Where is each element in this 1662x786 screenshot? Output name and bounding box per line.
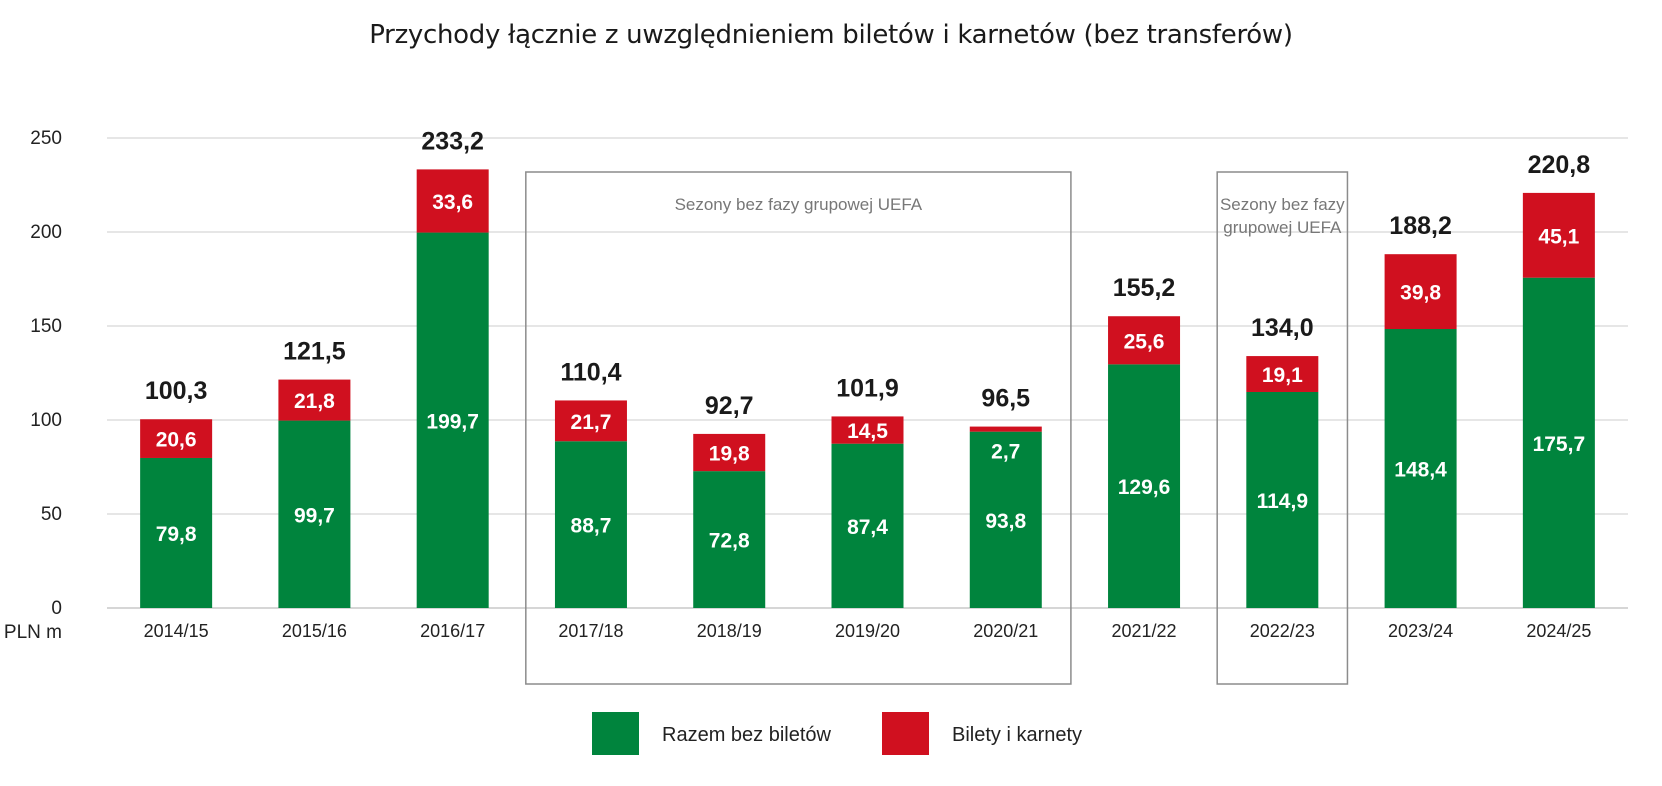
legend: Razem bez biletów Bilety i karnety bbox=[592, 712, 1082, 755]
y-axis-unit-label: PLN m bbox=[4, 622, 62, 643]
data-label-bilety-i-karnety: 45,1 bbox=[1538, 225, 1579, 248]
annotation-text: Sezony bez fazy grupowej UEFA bbox=[675, 195, 923, 214]
bar-razem-bez-biletow bbox=[1246, 391, 1319, 608]
y-tick-label: 150 bbox=[30, 316, 62, 337]
data-label-razem-bez-biletow: 148,4 bbox=[1394, 459, 1447, 482]
bar-razem-bez-biletow bbox=[554, 441, 627, 608]
x-tick-label: 2022/23 bbox=[1250, 621, 1315, 641]
chart-title: Przychody łącznie z uwzględnieniem bilet… bbox=[369, 20, 1293, 50]
y-tick-label: 250 bbox=[30, 128, 62, 149]
bar-razem-bez-biletow bbox=[278, 420, 351, 608]
bar-bilety-i-karnety bbox=[831, 416, 904, 444]
annotation-boxes: Sezony bez fazy grupowej UEFA Sezony bez … bbox=[525, 171, 1349, 685]
bar-bilety-i-karnety bbox=[1522, 192, 1595, 278]
x-tick-label: 2019/20 bbox=[835, 621, 900, 641]
x-tick-label: 2015/16 bbox=[282, 621, 347, 641]
bar-bilety-i-karnety bbox=[693, 433, 766, 472]
bars: 79,8 20,6 100,3 99,7 21,8 121,5 199,7 33,6 233,2… bbox=[140, 127, 1595, 608]
legend-item-bilety-i-karnety-label: Bilety i karnety bbox=[952, 724, 1082, 746]
bar-razem-bez-biletow bbox=[416, 232, 489, 608]
y-tick-label: 50 bbox=[41, 504, 62, 525]
x-tick-label: 2014/15 bbox=[144, 621, 209, 641]
x-tick-label: 2021/22 bbox=[1112, 621, 1177, 641]
bar-bilety-i-karnety bbox=[554, 400, 627, 442]
data-label-bilety-i-karnety: 21,7 bbox=[571, 411, 612, 434]
bar-bilety-i-karnety bbox=[1108, 316, 1181, 365]
annotation-text: grupowej UEFA bbox=[1223, 218, 1342, 237]
annotation-text: Sezony bez fazy bbox=[1220, 195, 1345, 214]
data-label-razem-bez-biletow: 88,7 bbox=[571, 515, 612, 538]
legend-item-razem-bez-biletow-label: Razem bez biletów bbox=[662, 724, 832, 746]
total-label: 121,5 bbox=[283, 338, 346, 366]
bar-razem-bez-biletow bbox=[1522, 277, 1595, 608]
bar-bilety-i-karnety bbox=[278, 379, 351, 421]
bar-bilety-i-karnety bbox=[416, 169, 489, 233]
x-tick-label: 2017/18 bbox=[558, 621, 623, 641]
legend-item-bilety-i-karnety-swatch bbox=[882, 712, 929, 755]
data-label-razem-bez-biletow: 93,8 bbox=[985, 510, 1026, 533]
total-label: 100,3 bbox=[145, 377, 208, 405]
bar-bilety-i-karnety bbox=[1246, 356, 1319, 392]
data-label-razem-bez-biletow: 199,7 bbox=[426, 410, 479, 433]
x-tick-label: 2020/21 bbox=[973, 621, 1038, 641]
data-label-razem-bez-biletow: 99,7 bbox=[294, 504, 335, 527]
bar-razem-bez-biletow bbox=[969, 431, 1042, 608]
total-label: 155,2 bbox=[1113, 274, 1176, 302]
y-axis: 0 50 100 150 200 250 PLN m bbox=[4, 128, 62, 643]
total-label: 188,2 bbox=[1389, 212, 1452, 240]
total-label: 220,8 bbox=[1528, 151, 1591, 179]
data-label-bilety-i-karnety: 33,6 bbox=[432, 191, 473, 214]
data-label-bilety-i-karnety: 25,6 bbox=[1124, 330, 1165, 353]
annotation-box bbox=[525, 171, 1072, 685]
bar-razem-bez-biletow bbox=[1108, 364, 1181, 608]
y-tick-label: 100 bbox=[30, 410, 62, 431]
data-label-razem-bez-biletow: 72,8 bbox=[709, 530, 750, 553]
y-tick-label: 200 bbox=[30, 222, 62, 243]
data-label-razem-bez-biletow: 79,8 bbox=[156, 523, 197, 546]
data-label-bilety-i-karnety: 2,7 bbox=[991, 441, 1020, 464]
x-axis: 2014/15 2015/16 2016/17 2017/18 2018/19 2019/… bbox=[144, 621, 1592, 641]
x-tick-label: 2023/24 bbox=[1388, 621, 1453, 641]
data-label-razem-bez-biletow: 87,4 bbox=[847, 516, 888, 539]
y-tick-label: 0 bbox=[51, 598, 62, 619]
total-label: 92,7 bbox=[705, 392, 754, 420]
x-tick-label: 2018/19 bbox=[697, 621, 762, 641]
data-label-bilety-i-karnety: 21,8 bbox=[294, 390, 335, 413]
data-label-bilety-i-karnety: 14,5 bbox=[847, 420, 888, 443]
data-label-bilety-i-karnety: 20,6 bbox=[156, 429, 197, 452]
data-label-bilety-i-karnety: 19,8 bbox=[709, 443, 750, 466]
annotation-box bbox=[1216, 171, 1349, 685]
data-label-bilety-i-karnety: 19,1 bbox=[1262, 364, 1303, 387]
data-label-razem-bez-biletow: 114,9 bbox=[1257, 490, 1308, 513]
total-label: 233,2 bbox=[421, 127, 484, 155]
x-tick-label: 2016/17 bbox=[420, 621, 485, 641]
data-label-bilety-i-karnety: 39,8 bbox=[1400, 282, 1441, 305]
legend-item-razem-bez-biletow-swatch bbox=[592, 712, 639, 755]
bar-razem-bez-biletow bbox=[693, 471, 766, 608]
bar-bilety-i-karnety bbox=[969, 426, 1042, 432]
total-label: 101,9 bbox=[836, 374, 899, 402]
bar-bilety-i-karnety bbox=[1384, 254, 1457, 330]
x-tick-label: 2024/25 bbox=[1526, 621, 1591, 641]
bar-bilety-i-karnety bbox=[140, 419, 213, 458]
bar-razem-bez-biletow bbox=[1384, 329, 1457, 608]
bar-razem-bez-biletow bbox=[831, 443, 904, 608]
total-label: 134,0 bbox=[1251, 314, 1314, 342]
total-label: 96,5 bbox=[981, 385, 1030, 413]
total-label: 110,4 bbox=[560, 358, 621, 386]
bar-razem-bez-biletow bbox=[140, 457, 213, 608]
data-label-razem-bez-biletow: 129,6 bbox=[1118, 476, 1171, 499]
data-label-razem-bez-biletow: 175,7 bbox=[1533, 433, 1586, 456]
